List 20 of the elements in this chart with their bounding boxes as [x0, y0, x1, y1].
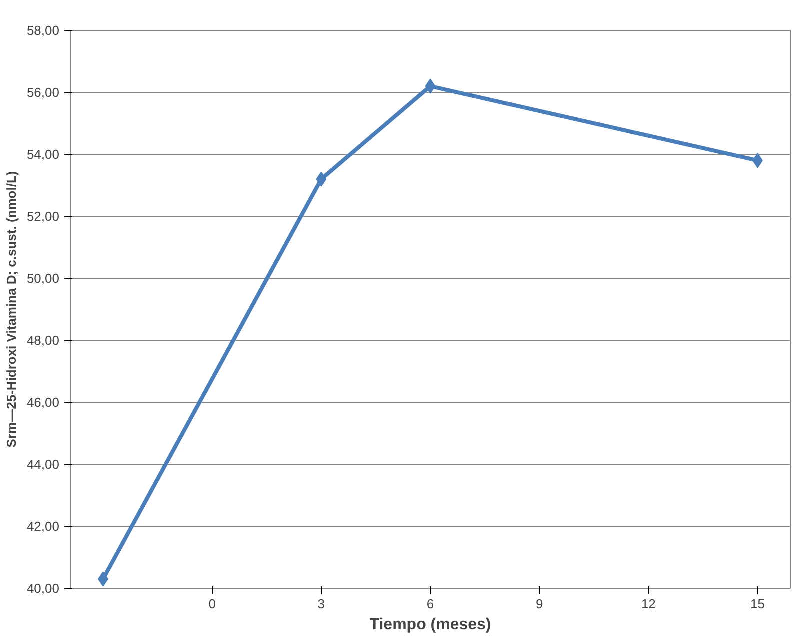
x-tick-label: 15 — [750, 596, 766, 612]
y-tick-label: 50,00 — [26, 271, 60, 286]
y-tick-label: 58,00 — [26, 23, 60, 38]
y-tick-label: 40,00 — [26, 581, 60, 596]
y-tick-label: 46,00 — [26, 395, 60, 410]
y-tick-label: 52,00 — [26, 209, 60, 224]
point — [425, 78, 436, 94]
x-tick-label: 0 — [208, 596, 216, 612]
x-tick-label: 12 — [641, 596, 656, 612]
y-axis-title: Srm—25-Hidroxi Vitamina D; c.sust. (nmol/L) — [4, 171, 19, 448]
x-tick-label: 3 — [318, 596, 326, 612]
x-tick-label: 9 — [536, 596, 544, 612]
point — [316, 172, 327, 187]
y-tick-label: 48,00 — [26, 333, 60, 348]
y-tick-label: 44,00 — [26, 457, 60, 472]
y-tick-label: 56,00 — [26, 85, 60, 100]
y-tick-label: 42,00 — [26, 519, 60, 534]
x-tick-label: 6 — [426, 596, 434, 612]
x-axis-title: Tiempo (meses) — [370, 616, 492, 634]
y-tick-label: 54,00 — [26, 147, 60, 162]
